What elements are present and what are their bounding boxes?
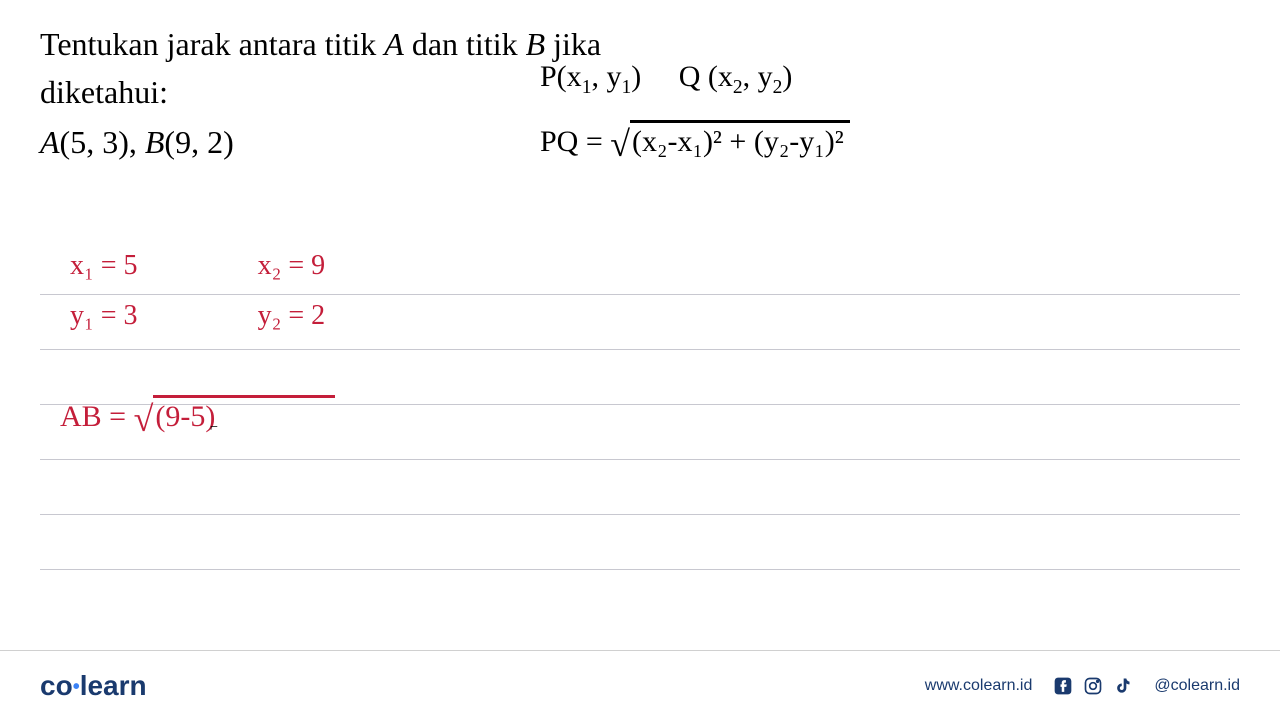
logo-learn: learn: [80, 670, 147, 701]
y1-value: y₁ = 3: [70, 300, 138, 332]
problem-line1-mid: dan titik: [404, 26, 526, 62]
Q-sub1: 2: [733, 77, 743, 98]
footer-right: www.colearn.id @colearn.id: [925, 675, 1240, 697]
instagram-icon: [1082, 675, 1104, 697]
cursor-indicator: ⌐: [210, 420, 218, 436]
y-variables-row: y₁ = 3 y₂ = 2: [70, 300, 325, 332]
y2-value: y₂ = 2: [258, 300, 326, 332]
tiktok-icon: [1112, 675, 1134, 697]
ab-calculation: AB = √(9-5): [60, 395, 335, 440]
pq-point-labels: P(x1, y1) Q (x2, y2): [540, 60, 792, 99]
problem-line1-post: jika: [545, 26, 601, 62]
AB-label: AB =: [60, 400, 134, 433]
ruled-line: [40, 460, 1240, 515]
social-icons: [1052, 675, 1134, 697]
var-B: B: [526, 26, 546, 62]
x1-value: x₁ = 5: [70, 250, 138, 282]
colearn-logo: co•learn: [40, 670, 147, 702]
var-A: A: [384, 26, 404, 62]
P-close: ): [631, 60, 641, 93]
ruled-line: [40, 515, 1240, 570]
problem-line1-pre: Tentukan jarak antara titik: [40, 26, 384, 62]
Q-close: ): [782, 60, 792, 93]
website-url: www.colearn.id: [925, 677, 1033, 695]
P-sub2: 1: [621, 77, 631, 98]
distance-formula: PQ = √(x₂-x₁)² + (y₂-y₁)²: [540, 120, 850, 165]
P-mid: , y: [591, 60, 621, 93]
PQ-eq: PQ =: [540, 125, 610, 158]
footer: co•learn www.colearn.id @colearn.id: [0, 650, 1280, 720]
coord-B-label: B: [145, 124, 165, 160]
content-area: Tentukan jarak antara titik A dan titik …: [0, 0, 1280, 640]
sqrt-icon: √: [610, 124, 630, 164]
Q-mid: , y: [743, 60, 773, 93]
x2-value: x₂ = 9: [258, 250, 326, 282]
coord-A-val: (5, 3),: [60, 124, 145, 160]
Q-label: Q (x: [679, 60, 733, 93]
sqrt-icon-red: √: [134, 399, 154, 439]
x-variables-row: x₁ = 5 x₂ = 9: [70, 250, 325, 282]
logo-dot-icon: •: [73, 676, 80, 698]
logo-co: co: [40, 670, 73, 701]
Q-sub2: 2: [773, 77, 783, 98]
social-handle: @colearn.id: [1154, 677, 1240, 695]
facebook-icon: [1052, 675, 1074, 697]
P-label: P(x: [540, 60, 582, 93]
P-sub1: 1: [582, 77, 592, 98]
sqrt-body: (x₂-x₁)² + (y₂-y₁)²: [630, 120, 850, 159]
coord-B-val: (9, 2): [164, 124, 233, 160]
coord-A-label: A: [40, 124, 60, 160]
ab-sqrt-body: (9-5): [153, 395, 335, 434]
